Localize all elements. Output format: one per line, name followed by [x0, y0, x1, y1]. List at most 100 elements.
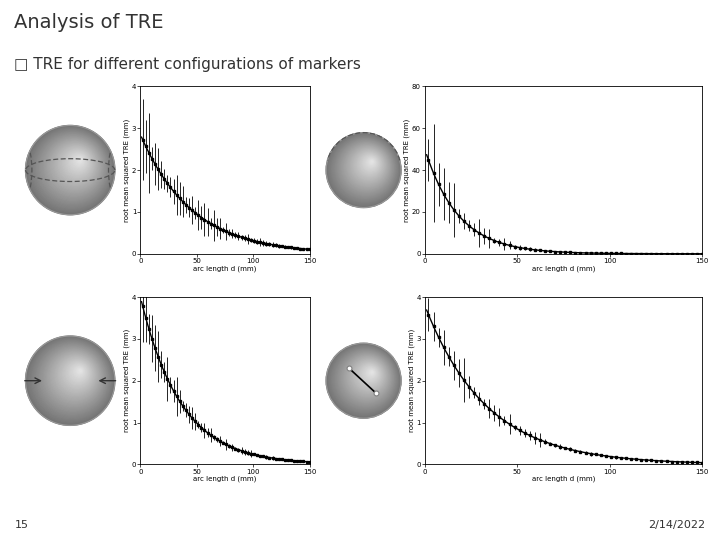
Y-axis label: root mean squared TRE (mm): root mean squared TRE (mm)	[124, 118, 130, 222]
Circle shape	[343, 354, 390, 401]
Circle shape	[42, 136, 104, 198]
Circle shape	[60, 357, 94, 392]
Circle shape	[339, 352, 393, 406]
Circle shape	[342, 353, 391, 402]
Circle shape	[356, 362, 382, 388]
Circle shape	[359, 364, 380, 385]
Circle shape	[346, 356, 388, 398]
Circle shape	[29, 338, 113, 422]
Circle shape	[69, 153, 87, 171]
Circle shape	[44, 348, 103, 407]
Circle shape	[39, 134, 107, 201]
Circle shape	[366, 158, 376, 168]
Circle shape	[71, 365, 86, 379]
Circle shape	[39, 345, 107, 412]
Circle shape	[37, 132, 108, 204]
Circle shape	[348, 357, 387, 396]
Circle shape	[58, 357, 94, 393]
Circle shape	[62, 148, 92, 179]
Circle shape	[68, 363, 88, 383]
Circle shape	[62, 359, 92, 389]
Circle shape	[26, 336, 114, 426]
Circle shape	[355, 361, 383, 390]
Circle shape	[332, 347, 397, 413]
Circle shape	[337, 350, 394, 407]
Circle shape	[370, 160, 373, 164]
Circle shape	[56, 355, 96, 395]
Circle shape	[41, 346, 105, 410]
Circle shape	[68, 152, 88, 172]
Circle shape	[48, 139, 101, 193]
Circle shape	[42, 346, 104, 409]
Circle shape	[354, 150, 384, 180]
Circle shape	[361, 154, 379, 173]
Circle shape	[347, 146, 388, 186]
Circle shape	[45, 348, 102, 406]
Circle shape	[332, 136, 397, 202]
X-axis label: arc length d (mm): arc length d (mm)	[193, 265, 257, 272]
Circle shape	[37, 343, 108, 414]
Circle shape	[346, 145, 389, 188]
Circle shape	[356, 362, 382, 389]
Circle shape	[53, 353, 98, 398]
Circle shape	[345, 144, 390, 189]
Circle shape	[60, 147, 94, 181]
Circle shape	[333, 348, 397, 411]
Circle shape	[35, 131, 109, 206]
Circle shape	[327, 133, 400, 207]
Circle shape	[76, 157, 83, 164]
Circle shape	[347, 356, 388, 397]
X-axis label: arc length d (mm): arc length d (mm)	[531, 476, 595, 482]
Circle shape	[64, 360, 91, 387]
Circle shape	[370, 371, 373, 374]
Circle shape	[73, 367, 84, 377]
Circle shape	[46, 139, 102, 194]
Circle shape	[369, 370, 374, 375]
Circle shape	[26, 125, 114, 215]
Circle shape	[366, 368, 376, 379]
Circle shape	[327, 344, 400, 417]
Circle shape	[60, 147, 93, 180]
Circle shape	[53, 143, 98, 187]
Circle shape	[367, 369, 375, 377]
Circle shape	[77, 368, 82, 374]
Circle shape	[58, 146, 94, 182]
Circle shape	[52, 142, 99, 188]
Circle shape	[359, 153, 380, 174]
Circle shape	[73, 156, 84, 166]
Circle shape	[33, 130, 110, 207]
Circle shape	[54, 354, 97, 397]
Circle shape	[28, 338, 114, 423]
Circle shape	[338, 140, 394, 195]
Circle shape	[343, 144, 390, 190]
Circle shape	[340, 352, 392, 404]
Circle shape	[58, 356, 95, 394]
Circle shape	[333, 347, 397, 411]
Circle shape	[345, 355, 390, 400]
Circle shape	[75, 367, 84, 376]
Circle shape	[333, 137, 397, 201]
Circle shape	[366, 158, 376, 167]
Circle shape	[359, 363, 381, 386]
Circle shape	[329, 134, 400, 205]
Circle shape	[364, 367, 377, 381]
Circle shape	[363, 156, 378, 171]
Circle shape	[329, 345, 400, 415]
Circle shape	[67, 362, 89, 384]
Circle shape	[360, 364, 379, 384]
Circle shape	[58, 145, 95, 183]
Circle shape	[27, 337, 114, 424]
Circle shape	[71, 364, 86, 380]
Circle shape	[54, 144, 97, 186]
Circle shape	[50, 351, 99, 401]
Circle shape	[361, 365, 379, 383]
Circle shape	[27, 126, 114, 214]
Circle shape	[359, 153, 381, 176]
Circle shape	[35, 132, 109, 205]
Text: 15: 15	[14, 520, 28, 530]
Circle shape	[37, 343, 107, 413]
Circle shape	[349, 147, 387, 185]
Circle shape	[351, 148, 385, 183]
Circle shape	[356, 151, 382, 178]
Circle shape	[69, 363, 87, 382]
